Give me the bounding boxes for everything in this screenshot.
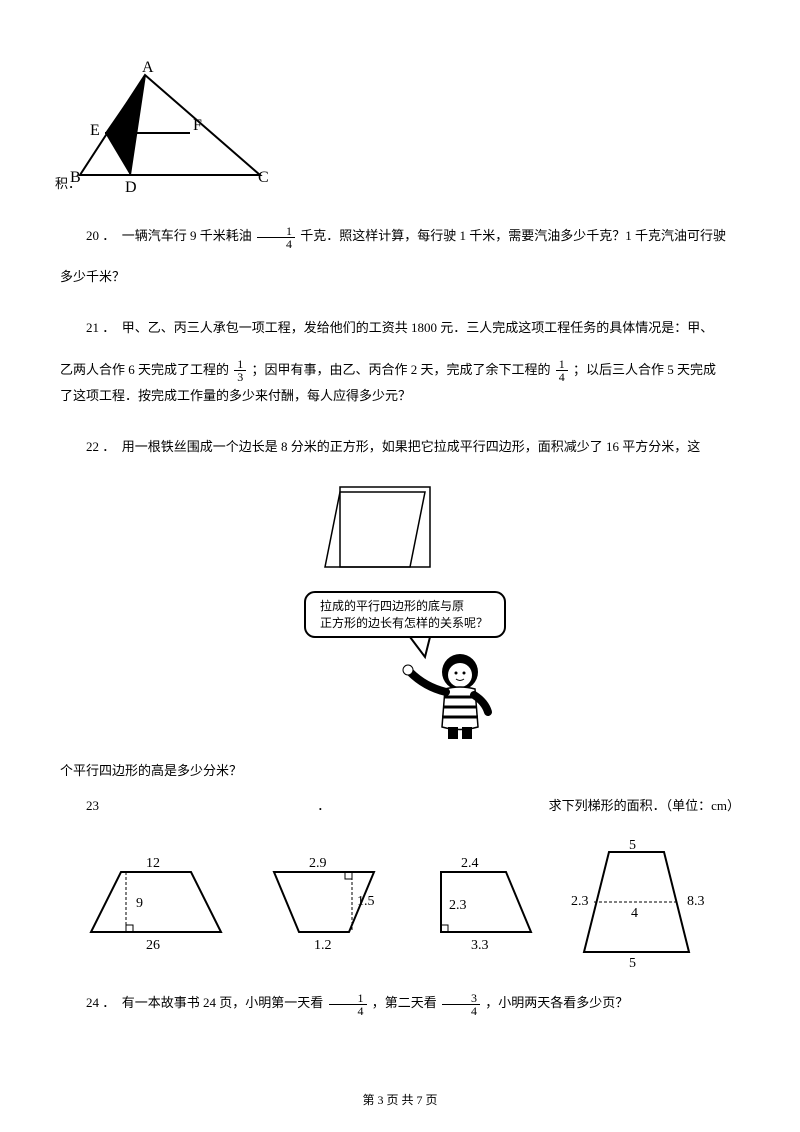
q24-num: 24 <box>86 995 99 1010</box>
trapezoid-1: 12 9 26 <box>81 847 231 957</box>
q23-dot: ． <box>291 794 330 817</box>
svg-text:1.2: 1.2 <box>314 938 332 953</box>
q20-text-b: 千克．照这样计算，每行驶 1 千米，需要汽油多少千克？1 千克汽油可行驶 <box>300 228 726 243</box>
q21-num: 21 <box>86 320 99 335</box>
q20-continue: 多少千米？ <box>60 261 740 292</box>
q23-num: 23 <box>86 798 99 813</box>
question-21: 21 ． 甲、乙、丙三人承包一项工程，发给他们的工资共 1800 元．三人完成这… <box>60 312 740 343</box>
trapezoid-2: 2.9 1.5 1.2 <box>254 847 394 957</box>
trapezoid-4: 5 2.3 4 8.3 5 <box>569 837 719 967</box>
page-footer: 第 3 页 共 7 页 <box>0 1090 800 1112</box>
triangle-diagram: A B C D E F 积． <box>70 60 270 200</box>
svg-text:2.3: 2.3 <box>571 894 589 909</box>
question-22: 22 ． 用一根铁丝围成一个边长是 8 分米的正方形，如果把它拉成平行四边形，面… <box>60 431 740 462</box>
q21-text-c: ；因甲有事，由乙、丙合作 2 天，完成了余下工程的 <box>252 362 551 377</box>
trapezoid-row: 12 9 26 2.9 1.5 1.2 2.4 2.3 3.3 5 2.3 4 … <box>60 837 740 967</box>
q24-fraction-2: 3 4 <box>442 992 480 1017</box>
svg-text:3.3: 3.3 <box>471 938 489 953</box>
svg-text:1.5: 1.5 <box>357 894 375 909</box>
question-20: 20 ． 一辆汽车行 9 千米耗油 1 4 千克．照这样计算，每行驶 1 千米，… <box>60 220 740 251</box>
q21-text-b: 乙两人合作 6 天完成了工程的 <box>60 362 229 377</box>
question-23: 23 ． 求下列梯形的面积．（单位：cm） <box>60 794 740 817</box>
svg-text:A: A <box>142 60 154 76</box>
trapezoid-3: 2.4 2.3 3.3 <box>416 847 546 957</box>
q23-text: 求下列梯形的面积．（单位：cm） <box>523 794 740 817</box>
svg-text:D: D <box>125 179 137 196</box>
q20-text-a: ． 一辆汽车行 9 千米耗油 <box>102 228 252 243</box>
q22-text-b: 个平行四边形的高是多少分米？ <box>60 755 740 786</box>
q21-text-d: ；以后三人合作 5 天完成 <box>573 362 716 377</box>
svg-text:2.4: 2.4 <box>461 856 479 871</box>
svg-text:5: 5 <box>629 838 636 853</box>
svg-text:8.3: 8.3 <box>687 894 705 909</box>
boy-diagram: 拉成的平行四边形的底与原 正方形的边长有怎样的关系呢？ <box>260 477 540 754</box>
diagram-suffix: 积． <box>55 172 81 195</box>
q20-fraction: 1 4 <box>257 225 295 250</box>
svg-text:C: C <box>258 169 269 186</box>
q21-fraction-2: 1 4 <box>556 358 568 383</box>
svg-text:26: 26 <box>146 938 160 953</box>
q22-text-a: ． 用一根铁丝围成一个边长是 8 分米的正方形，如果把它拉成平行四边形，面积减少… <box>102 439 700 454</box>
svg-text:E: E <box>90 122 100 139</box>
q24-fraction-1: 1 4 <box>329 992 367 1017</box>
q24-text-b: ，第二天看 <box>372 995 437 1010</box>
svg-text:拉成的平行四边形的底与原: 拉成的平行四边形的底与原 <box>320 598 464 613</box>
svg-text:正方形的边长有怎样的关系呢？: 正方形的边长有怎样的关系呢？ <box>320 615 488 630</box>
q24-text-a: ． 有一本故事书 24 页，小明第一天看 <box>102 995 323 1010</box>
question-24: 24 ． 有一本故事书 24 页，小明第一天看 1 4 ，第二天看 3 4 ，小… <box>60 987 740 1018</box>
svg-text:2.3: 2.3 <box>449 898 467 913</box>
svg-text:F: F <box>193 117 202 134</box>
svg-text:4: 4 <box>631 906 638 921</box>
q24-text-c: ，小明两天各看多少页？ <box>485 995 628 1010</box>
q21-text-a: ． 甲、乙、丙三人承包一项工程，发给他们的工资共 1800 元．三人完成这项工程… <box>102 320 713 335</box>
q20-num: 20 <box>86 228 99 243</box>
svg-text:12: 12 <box>146 856 160 871</box>
svg-text:9: 9 <box>136 896 143 911</box>
q22-num: 22 <box>86 439 99 454</box>
svg-text:5: 5 <box>629 956 636 967</box>
svg-text:2.9: 2.9 <box>309 856 327 871</box>
